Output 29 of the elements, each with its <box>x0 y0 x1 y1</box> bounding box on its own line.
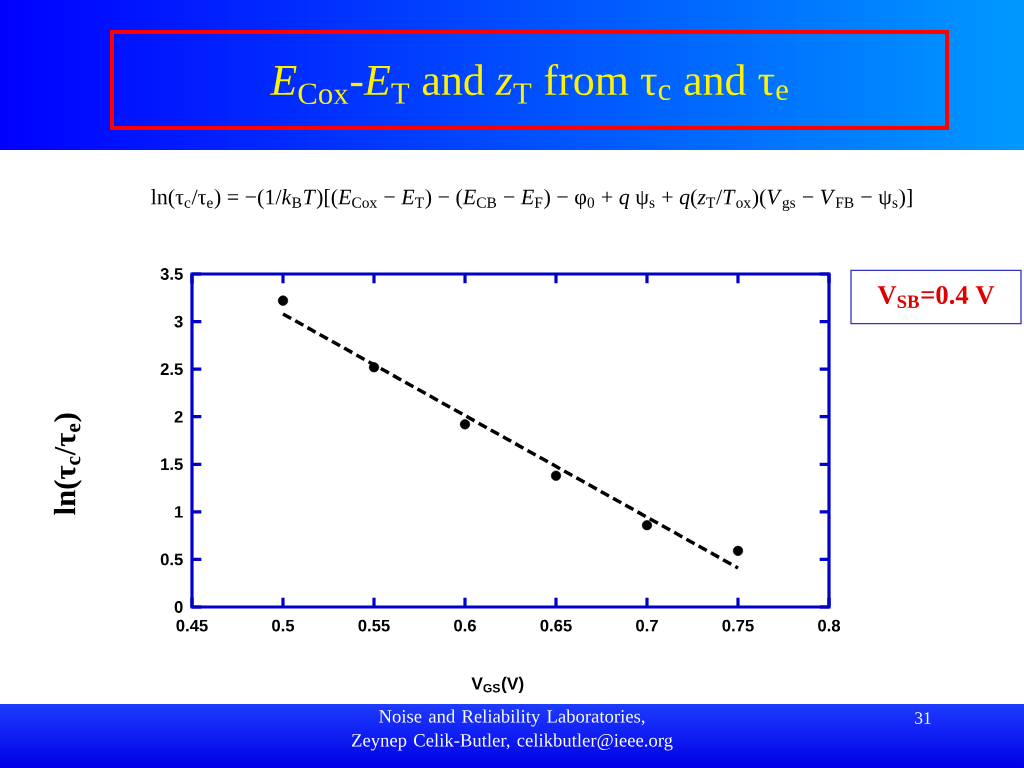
point <box>732 545 744 556</box>
x-tick-label: 0.45 <box>176 619 208 632</box>
point <box>459 419 471 430</box>
point <box>277 295 289 306</box>
chart-title: E$_{Cox}$-E$_{T}$ and z$_{T}$ from τ$_{c}$ and τ$_{e}$ <box>269 63 788 105</box>
point <box>641 520 653 531</box>
x-tick-label: 0.65 <box>540 619 572 632</box>
x-tick-label: 0.55 <box>358 619 390 632</box>
text: V$_{SB}$=0.4 V <box>877 285 995 309</box>
y-tick-label: 3 <box>174 315 183 328</box>
y-tick-label: 2.5 <box>160 363 183 376</box>
y-tick-label: 0.5 <box>160 553 183 566</box>
y-tick-label: 2 <box>174 410 183 423</box>
x-tick-label: 0.5 <box>272 619 295 632</box>
text: ln(τ$_{c}$/τ$_{e}$) = −(1/k$_{B}$T)[(E$_{Cox}$ − E$_{T}$) − (E$_{CB}$ − E$_{F}$) − φ$_{0}$ + q ψ$_{s}$ + q(z$_{T}$/T$_{ox}$)(V$_{gs}$ − V$_{FB}$ − ψ$_{s}$)] <box>151 188 912 212</box>
x-tick-label: 0.7 <box>636 619 658 632</box>
point <box>368 362 380 373</box>
x-tick-label: 0.8 <box>818 619 841 632</box>
point <box>550 470 562 481</box>
text: Noise and Reliability Laboratories, Zeynep Celik-Butler, celikbutler@ieee.org <box>351 709 673 751</box>
y-tick-label: 0 <box>174 601 183 613</box>
y-tick-label: 3.5 <box>160 268 183 280</box>
y-tick-label: 1 <box>175 506 183 518</box>
y-tick-label: 1.5 <box>161 458 183 471</box>
x-axis-title: V$_{GS}$(V) <box>471 676 524 693</box>
x-tick-label: 0.75 <box>722 619 754 632</box>
y-axis-title: ln(τ$_{c}$/τ$_{e}$) <box>53 413 82 515</box>
text: 31 <box>915 712 931 724</box>
x-tick-label: 0.6 <box>454 619 476 632</box>
